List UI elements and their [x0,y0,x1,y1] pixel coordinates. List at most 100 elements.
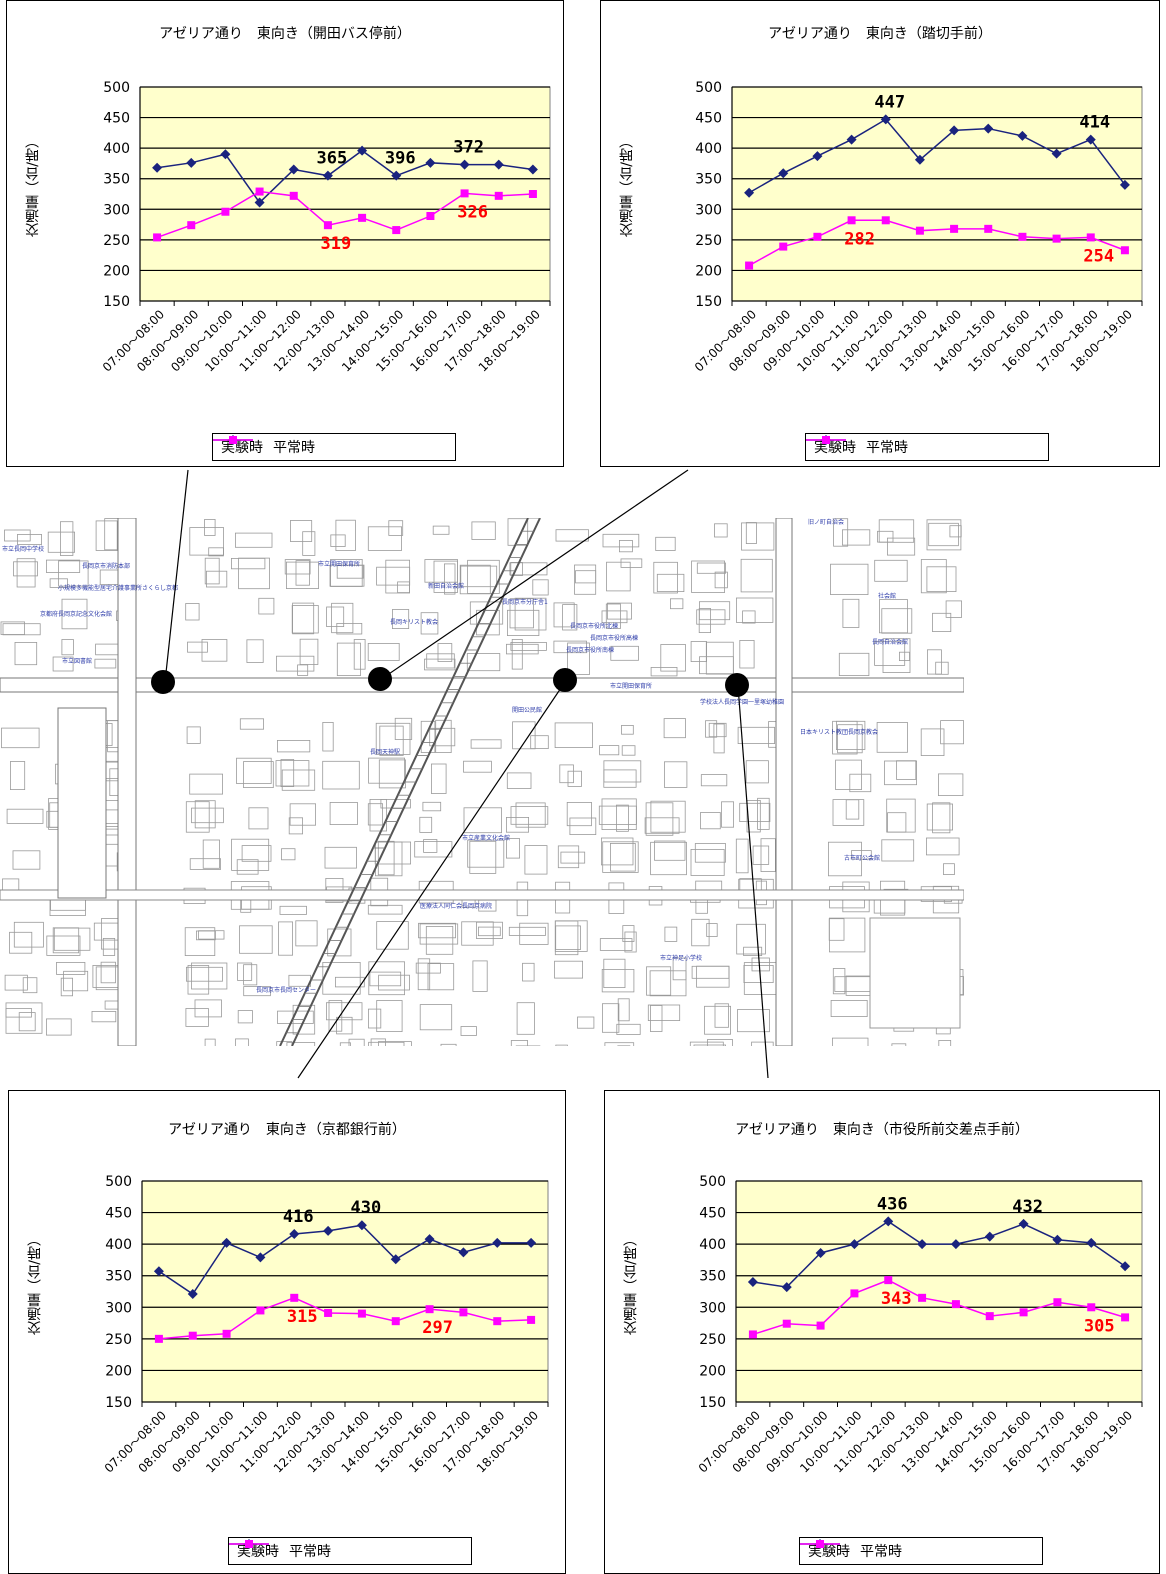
data-point-diamond [357,145,368,156]
data-point-square [188,1331,197,1340]
data-point-diamond [1017,130,1028,141]
data-label: 343 [881,1289,912,1309]
legend-item-normal: 平常時 [800,1540,902,1561]
series-line-1 [752,1220,1126,1288]
y-tick-label: 150 [105,1395,132,1411]
chart-title: アゼリア通り 東向き（開田バス停前） [159,26,411,42]
map-label: 長岡自治会館 [872,638,908,646]
data-point-square [527,1315,536,1324]
data-point-diamond [846,134,857,145]
map-label: 古市町公会館 [844,854,880,862]
data-point-square [187,221,196,230]
data-point-diamond [744,187,755,198]
legend-label-normal: 平常時 [866,440,908,456]
data-point-square [984,224,993,233]
data-point-diamond [917,1239,928,1250]
data-point-diamond [153,1266,164,1277]
data-point-square [1120,246,1129,255]
series-line-2 [752,1279,1126,1336]
data-point-square [256,1306,265,1315]
data-point-diamond [288,164,299,175]
data-point-diamond [949,125,960,136]
data-point-diamond [391,170,402,181]
data-point-square [1086,233,1095,242]
data-point-diamond [950,1239,961,1250]
data-label: 365 [317,149,348,169]
data-point-diamond [527,164,538,175]
data-point-square [915,226,924,235]
data-point-square [290,1293,299,1302]
data-point-diamond [186,157,197,168]
chart-panel-1: アゼリア通り 東向き（開田バス停前） 交通量（台/時） 150 200 250 300 35… [6,0,564,467]
chart-title: アゼリア通り 東向き（市役所前交差点手前） [735,1122,1029,1138]
data-point-square [426,212,435,221]
x-tick-label: 18:00～19:00 [1068,307,1135,374]
y-tick-label: 150 [699,1395,726,1411]
data-label: 414 [1079,113,1110,133]
data-point-square [1053,1298,1062,1307]
data-point-diamond [221,1237,232,1248]
data-point-square [847,216,856,225]
y-tick-label: 200 [699,1363,726,1379]
map-label: 長岡京市長岡センター [256,986,316,994]
legend-label-normal: 平常時 [273,440,315,456]
data-point-diamond [1018,1218,1029,1229]
data-point-diamond [458,1247,469,1258]
y-tick-label: 250 [105,1332,132,1348]
map-label: 長岡京市役所高棟 [590,634,638,642]
series-line-1 [748,118,1126,194]
map-blocks [0,518,964,1046]
chart-svg: 15020025030035040045050007:00～08:0008:00… [100,80,551,375]
data-point-square [493,1317,502,1326]
data-point-diamond [459,159,470,170]
data-point-diamond [493,159,504,170]
y-tick-label: 150 [695,294,722,310]
map-label: 社会館 [878,592,896,600]
data-point-square [358,213,367,222]
map-label: 長岡京市役所北棟 [570,622,618,630]
data-point-square [289,191,298,200]
data-point-square [323,221,332,230]
data-point-diamond [187,1289,198,1300]
data-label: 447 [874,92,905,112]
map-roads [0,518,964,1046]
data-point-square [881,216,890,225]
data-label: 432 [1012,1197,1043,1217]
chart-svg: 15020025030035040045050007:00～08:0008:00… [102,1174,549,1476]
y-tick-label: 400 [699,1237,726,1253]
y-tick-label: 350 [105,1269,132,1285]
y-tick-label: 400 [103,141,130,157]
data-point-square [779,242,788,251]
legend: 実験時 平常時 [228,1537,472,1565]
legend-item-normal: 平常時 [229,1540,331,1561]
data-point-square [221,207,230,216]
series-line-1 [158,1224,532,1296]
data-point-diamond [1085,134,1096,145]
data-point-square [494,191,503,200]
data-point-square [528,190,537,198]
data-point-diamond [425,157,436,168]
y-tick-label: 450 [103,111,130,127]
map-label: 医療法人同仁会長岡京病院 [420,902,492,910]
data-point-diamond [914,154,925,165]
map-label: 長岡京市分庁舎1 [502,598,548,606]
y-tick-label: 200 [105,1363,132,1379]
plot-area [141,1180,549,1403]
legend: 実験時 平常時 [799,1537,1043,1565]
data-point-square [1052,234,1061,243]
chart-title: アゼリア通り 東向き（京都銀行前） [168,1122,406,1138]
data-point-diamond [880,114,891,125]
y-tick-label: 250 [103,233,130,249]
x-tick-label: 18:00～19:00 [474,1408,541,1475]
data-point-diamond [984,1231,995,1242]
map-label: 長岡キリスト教会 [390,618,438,626]
y-tick-label: 450 [695,111,722,127]
data-point-square [884,1276,893,1285]
plot-area [731,86,1143,302]
data-point-square [324,1308,333,1317]
legend-label-normal: 平常時 [860,1544,902,1560]
data-point-square [459,1308,468,1317]
data-point-square [153,233,162,242]
data-point-square [1087,1303,1096,1312]
